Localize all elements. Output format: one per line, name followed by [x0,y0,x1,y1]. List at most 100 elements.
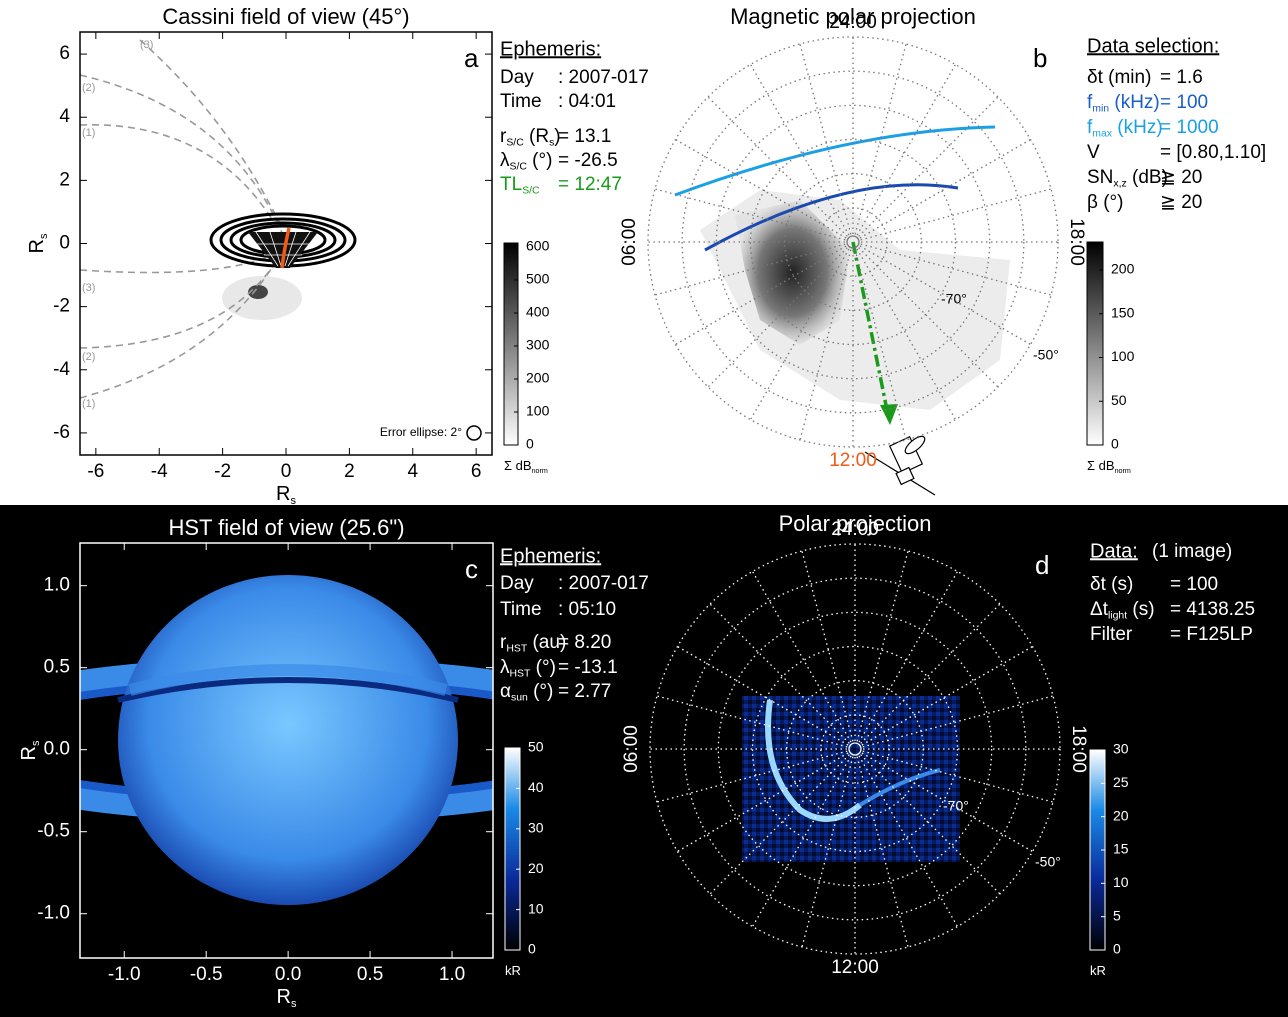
chart-title: Magnetic polar projection [730,4,976,29]
info-heading-note: (1 image) [1152,541,1232,562]
y-tick-label: -1.0 [37,903,70,924]
subscript: s [38,233,50,239]
info-label: Time [500,599,542,620]
polar-grid-circle [749,138,957,346]
info-label: Δtlight (s) [1090,599,1155,621]
x-tick-label: -1.0 [108,964,141,985]
colorbar-label: kR [505,963,521,978]
y-tick-label: 2 [59,169,70,190]
subscript: max [1092,128,1112,139]
colorbar-label: Σ dBnorm [1087,458,1131,474]
info-value: ≧ 20 [1160,192,1202,213]
x-axis-label: Rs [276,483,296,507]
label-part: r [500,632,507,653]
label-part: Time [500,599,542,620]
colorbar-tick-label: 200 [1111,261,1135,277]
info-label: β (°) [1087,192,1123,213]
x-tick-label: -0.5 [190,964,223,985]
hour-label: 06:00 [621,725,642,773]
info-value: : 04:01 [558,91,616,112]
colorbar-tick-label: 100 [526,403,550,419]
subscript: min [1092,103,1109,114]
y-tick-label: 0.5 [44,657,70,678]
label-part: R [277,986,291,1008]
info-value: = 12:47 [558,174,622,195]
y-tick-label: -4 [53,359,70,380]
colorbar-tick-label: 150 [1111,304,1135,320]
info-value: : 2007-017 [558,573,649,594]
label-part: δt (s) [1090,574,1133,595]
info-value: = 13.1 [558,126,611,147]
colorbar-tick-label: 20 [1113,807,1129,823]
info-heading: Ephemeris: [500,545,601,567]
y-tick-label: 1.0 [44,575,70,596]
hour-label: 24:00 [831,519,879,540]
panel-letter: d [1035,550,1049,580]
label-part: kR [505,963,521,978]
colorbar-label: Σ dBnorm [504,458,548,474]
info-label: fmin (kHz) [1087,92,1160,114]
label-part: (°) [528,681,554,702]
polar-grid-circle [751,645,959,853]
colorbar-tick-label: 50 [1111,392,1127,408]
label-part: Σ dB [1087,458,1115,473]
x-tick-label: 2 [344,461,355,482]
subscript: s [549,137,554,148]
label-part: R [18,746,40,760]
colorbar-tick-label: 0 [526,436,534,452]
polar-grid-circle [681,70,1025,414]
panel-a-image [79,32,492,455]
colorbar-tick-label: 5 [1113,907,1121,923]
x-tick-label: 1.0 [439,964,465,985]
colorbar-tick-label: 10 [1113,874,1129,890]
label-part: Day [500,67,534,88]
info-value: = [0.80,1.10] [1160,142,1266,163]
hour-label: 12:00 [829,450,877,471]
subscript: light [1108,610,1127,621]
x-tick-label: 0.0 [275,964,301,985]
label-part: f [1087,92,1093,113]
chart-title: Cassini field of view (45°) [162,4,409,29]
label-part: (°) [530,657,556,678]
field-line-label: (2) [82,82,95,94]
chart-title: Polar projection [779,511,932,536]
label-part: (kHz) [1112,117,1163,138]
colorbar-tick-label: 30 [528,820,544,836]
info-value: = 8.20 [558,632,611,653]
info-label: fmax (kHz) [1087,117,1163,139]
label-part: λ [500,657,510,678]
subscript: norm [532,467,548,475]
y-tick-label: -6 [53,422,70,443]
colorbar-tick-label: 15 [1113,841,1129,857]
label-part: Time [500,91,542,112]
colorbar [1086,241,1104,446]
subscript: x,z [1113,178,1126,189]
colorbar-tick-label: 100 [1111,348,1135,364]
colorbar-tick-label: 200 [526,370,550,386]
label-part: TL [500,174,522,195]
info-label: Time [500,91,542,112]
colorbar-tick-label: 500 [526,271,550,287]
polar-grid-circle [848,742,862,756]
y-tick-label: 6 [59,43,70,64]
label-part: R [276,483,290,505]
subscript: S/C [506,137,524,148]
info-label: TLS/C [500,174,540,196]
y-tick-label: 4 [59,106,70,127]
latitude-label: -50° [1035,854,1061,870]
colorbar-label: kR [1090,963,1106,978]
label-part: (°) [527,150,553,171]
polar-grid-circle [715,104,991,380]
subscript: sun [511,692,528,703]
hour-label: 18:00 [1066,218,1087,266]
panel-d-image [742,696,960,862]
info-label: δt (s) [1090,574,1133,595]
info-value: = -26.5 [558,150,618,171]
label-part: r [500,126,507,147]
info-value: = -13.1 [558,657,618,678]
colorbar [503,242,519,446]
polar-grid-circle [717,611,993,887]
info-value: ≧ 20 [1160,167,1202,188]
y-tick-label: -2 [53,296,70,317]
